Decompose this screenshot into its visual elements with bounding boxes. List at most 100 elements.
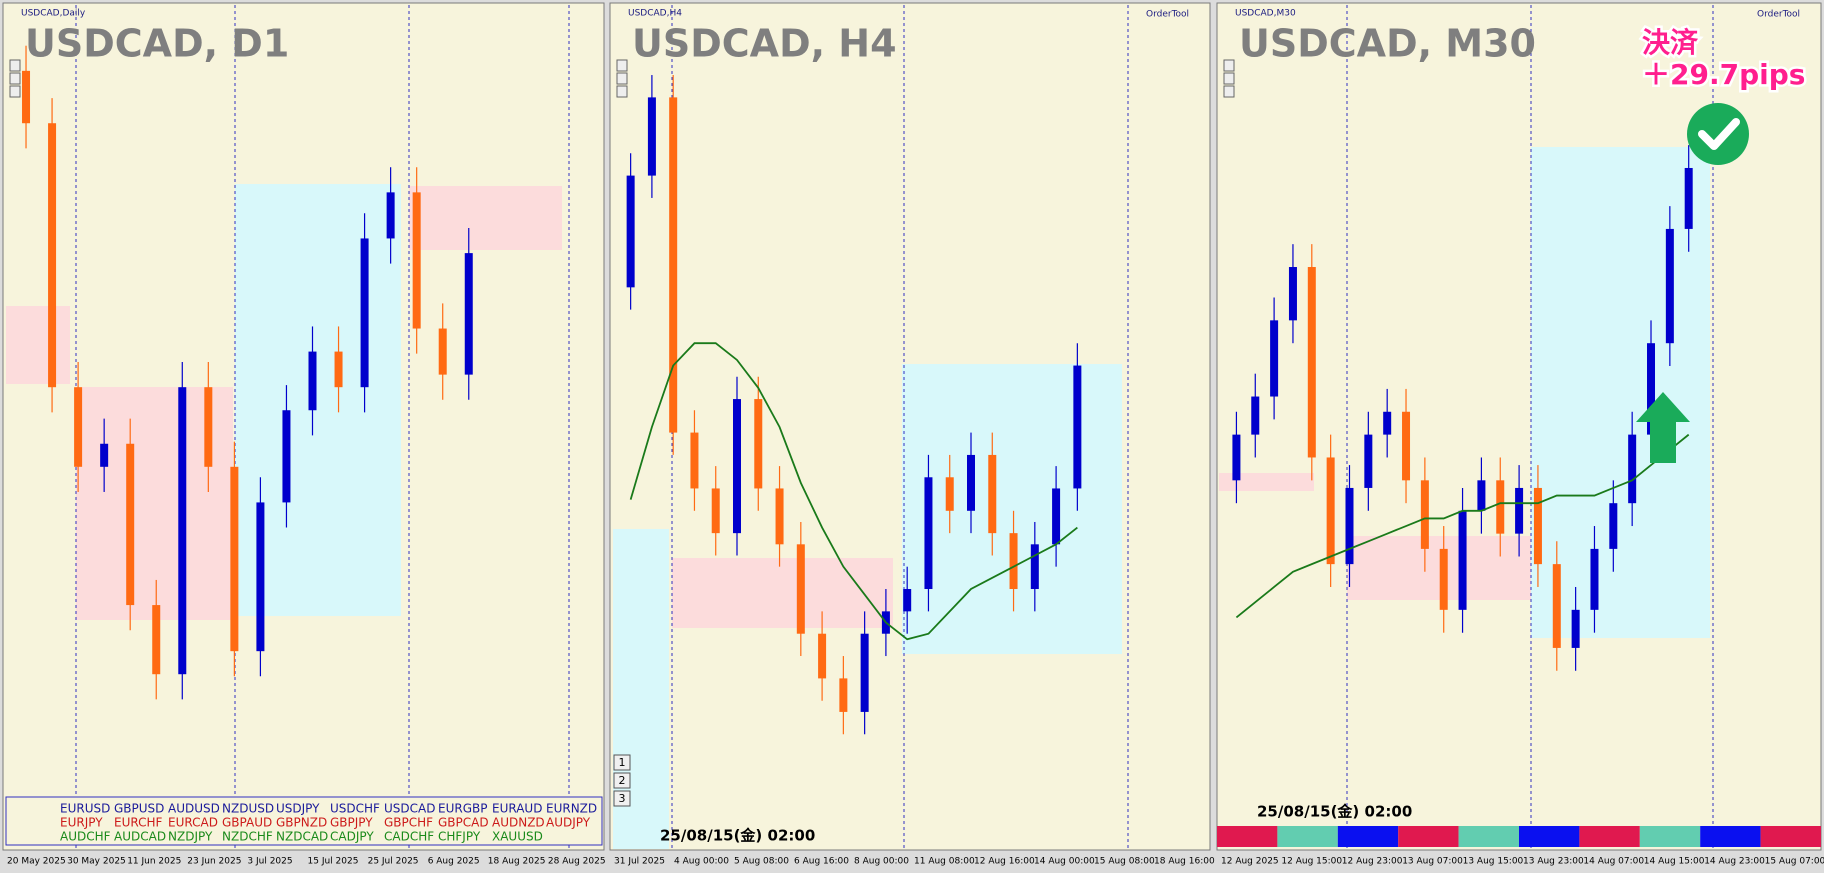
x-tick-label: 8 Aug 00:00 [854, 857, 909, 867]
x-tick-label: 13 Aug 15:00 [1463, 857, 1524, 867]
order-tool[interactable]: OrderTool [1146, 10, 1189, 20]
symbol-button[interactable]: AUDCAD [114, 830, 166, 844]
x-tick-label: 6 Aug 2025 [428, 857, 480, 867]
chart-caption: USDCAD,M30 [1235, 9, 1296, 19]
order-tool[interactable]: OrderTool [1757, 10, 1800, 20]
tab-button[interactable] [613, 754, 631, 771]
symbol-button[interactable]: AUDJPY [546, 816, 591, 830]
session-bar [1398, 826, 1459, 847]
scroll-button[interactable] [9, 72, 21, 85]
scroll-button[interactable] [9, 59, 21, 72]
candle-body [152, 605, 161, 675]
x-tick-label: 30 May 2025 [67, 857, 126, 867]
symbol-button[interactable]: GBPUSD [114, 802, 164, 816]
symbol-button[interactable]: GBPCAD [438, 816, 489, 830]
x-tick-label: 14 Aug 15:00 [1644, 857, 1705, 867]
x-tick-label: 6 Aug 16:00 [794, 857, 849, 867]
session-bar [1700, 826, 1761, 847]
symbol-button[interactable]: CHFJPY [438, 830, 481, 844]
candle-body [1515, 487, 1524, 534]
candle-body [945, 477, 954, 511]
candle-body [988, 454, 997, 534]
x-tick-label: 12 Aug 2025 [1221, 857, 1279, 867]
tab-button[interactable] [613, 772, 631, 789]
candle-body [412, 192, 421, 329]
candle-body [1628, 434, 1637, 504]
scroll-button[interactable] [616, 85, 628, 98]
candle-body [669, 97, 678, 433]
candle-body [903, 589, 912, 612]
scroll-button[interactable] [1223, 59, 1235, 72]
symbol-button[interactable]: USDJPY [276, 802, 320, 816]
x-tick-label: 12 Aug 23:00 [1342, 857, 1403, 867]
candle-body [282, 410, 291, 503]
candle-body [647, 97, 656, 176]
candle-body [796, 544, 805, 634]
x-tick-label: 4 Aug 00:00 [674, 857, 729, 867]
symbol-button[interactable]: CADJPY [330, 830, 374, 844]
candle-body [626, 175, 635, 288]
session-bar [1639, 826, 1701, 847]
chart-title: USDCAD, D1 [25, 22, 289, 66]
symbol-button[interactable]: EURGBP [438, 802, 487, 816]
scroll-button[interactable] [9, 85, 21, 98]
symbol-button[interactable]: EURAUD [492, 802, 542, 816]
symbol-button[interactable]: EURNZD [546, 802, 597, 816]
symbol-button[interactable]: GBPCHF [384, 816, 433, 830]
symbol-button[interactable]: NZDUSD [222, 802, 274, 816]
symbol-button[interactable]: NZDCHF [222, 830, 273, 844]
x-tick-label: 15 Aug 08:00 [1094, 857, 1155, 867]
x-tick-label: 13 Aug 07:00 [1402, 857, 1463, 867]
scroll-button[interactable] [1223, 72, 1235, 85]
x-tick-label: 18 Aug 16:00 [1154, 857, 1215, 867]
symbol-button[interactable]: AUDCHF [60, 830, 111, 844]
candle-body [690, 432, 699, 489]
x-tick-label: 25 Jul 2025 [368, 857, 419, 867]
x-tick-label: 15 Jul 2025 [308, 857, 359, 867]
tab-button-label: 3 [619, 792, 626, 805]
symbol-button[interactable]: USDCHF [330, 802, 380, 816]
scroll-button[interactable] [616, 59, 628, 72]
x-tick-label: 31 Jul 2025 [614, 857, 665, 867]
candle-body [1439, 548, 1448, 610]
symbol-button[interactable]: AUDUSD [168, 802, 220, 816]
symbol-button[interactable]: EURUSD [60, 802, 110, 816]
candle-body [22, 70, 31, 124]
symbol-button[interactable]: EURJPY [60, 816, 103, 830]
symbol-button[interactable]: GBPNZD [276, 816, 327, 830]
candle-body [48, 123, 57, 388]
symbol-button[interactable]: GBPJPY [330, 816, 373, 830]
candle-body [178, 387, 187, 675]
symbol-button[interactable]: EURCAD [168, 816, 218, 830]
candle-body [1251, 396, 1260, 435]
symbol-button[interactable]: NZDJPY [168, 830, 213, 844]
candle-body [1533, 487, 1542, 565]
candle-body [1270, 320, 1279, 397]
candle-body [1665, 228, 1674, 344]
symbol-button[interactable]: CADCHF [384, 830, 434, 844]
x-tick-label: 11 Jun 2025 [127, 857, 181, 867]
scroll-button[interactable] [616, 72, 628, 85]
chart-caption: USDCAD,Daily [21, 9, 86, 19]
candle-body [775, 488, 784, 545]
zone [1531, 147, 1710, 638]
candle-body [1609, 503, 1618, 549]
session-bar [1458, 826, 1519, 847]
scroll-button[interactable] [1223, 85, 1235, 98]
zone [672, 558, 893, 628]
symbol-button[interactable]: USDCAD [384, 802, 435, 816]
symbol-button[interactable]: XAUUSD [492, 830, 543, 844]
candle-body [1571, 609, 1580, 648]
candle-body [967, 454, 975, 511]
symbol-button[interactable]: GBPAUD [222, 816, 272, 830]
x-tick-label: 14 Aug 07:00 [1583, 857, 1644, 867]
candle-body [438, 328, 447, 375]
tab-button[interactable] [613, 790, 631, 807]
symbol-button[interactable]: NZDCAD [276, 830, 328, 844]
settle-pips: ＋29.7pips [1642, 58, 1805, 91]
candle-body [230, 466, 239, 652]
symbol-button[interactable]: AUDNZD [492, 816, 545, 830]
candle-body [733, 399, 741, 534]
symbol-button[interactable]: EURCHF [114, 816, 163, 830]
